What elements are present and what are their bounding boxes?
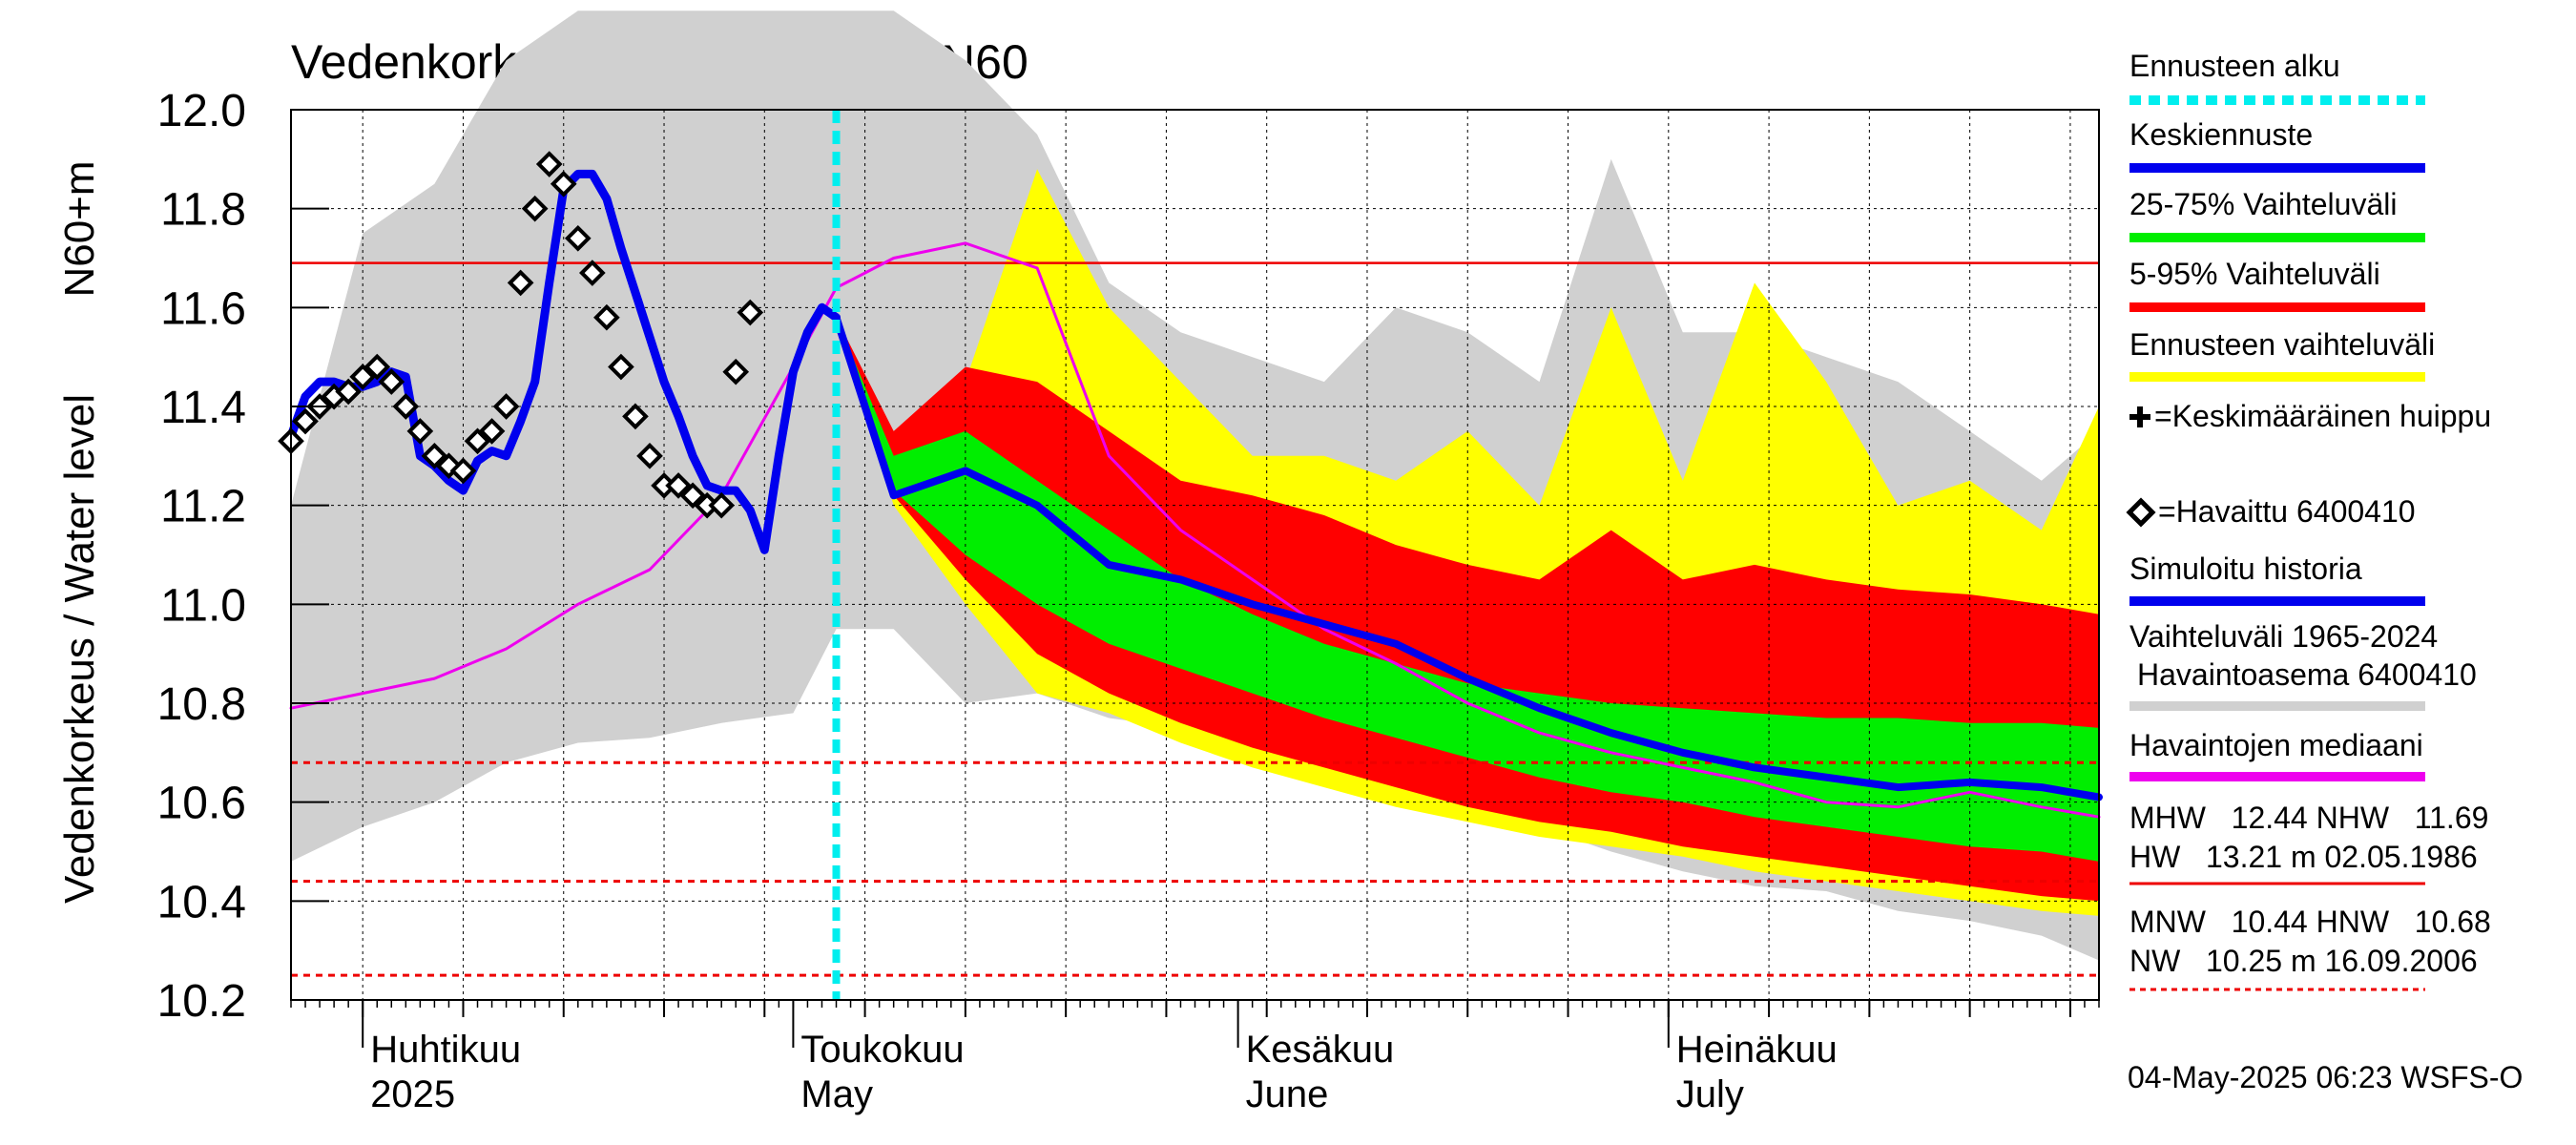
y-axis-label-main: Vedenkorkeus / Water level: [56, 394, 103, 904]
observed-marker: [608, 353, 634, 381]
month-label-en: July: [1676, 1073, 1744, 1115]
y-tick-label: 10.2: [157, 976, 246, 1027]
y-tick-label: 10.6: [157, 779, 246, 829]
observed-marker: [392, 393, 420, 420]
observed-marker: [593, 303, 620, 331]
observed-marker: [335, 378, 362, 406]
observed-marker: [492, 393, 520, 420]
observed-marker: [464, 427, 491, 455]
stats-line-2: HW 13.21 m 02.05.1986: [2129, 840, 2478, 874]
month-label-fi: Huhtikuu: [370, 1029, 521, 1071]
observed-marker: [507, 269, 534, 297]
month-label-fi: Heinäkuu: [1676, 1029, 1838, 1071]
observed-marker: [665, 472, 692, 499]
observed-marker: [364, 353, 391, 381]
legend-label: Ennusteen vaihteluväli: [2129, 327, 2435, 362]
timestamp: 04-May-2025 06:23 WSFS-O: [2128, 1060, 2523, 1094]
legend-plus-symbol: [2129, 406, 2150, 427]
observed-marker: [378, 368, 405, 395]
legend-label: Vaihteluväli 1965-2024: [2129, 619, 2438, 654]
y-axis-label-top: N60+m: [56, 160, 103, 297]
legend-diamond-symbol: [2126, 497, 2156, 528]
observed-marker: [737, 299, 764, 326]
observed-marker: [449, 457, 477, 485]
observed-marker: [708, 491, 736, 519]
legend-label: =Havaittu 6400410: [2158, 494, 2416, 529]
legend-label: 25-75% Vaihteluväli: [2129, 187, 2397, 221]
month-label-fi: Kesäkuu: [1246, 1029, 1395, 1071]
y-tick-label: 10.4: [157, 877, 246, 927]
observed-marker: [521, 195, 549, 222]
range-25-75-band: [836, 317, 2099, 862]
observed-marker: [679, 482, 706, 510]
legend-label: Simuloitu historia: [2129, 552, 2362, 586]
y-tick-label: 11.2: [160, 482, 246, 532]
legend: Ennusteen alku Keskiennuste 25-75% Vaihtel…: [2126, 49, 2491, 781]
observed-marker: [535, 151, 563, 177]
month-label-en: June: [1246, 1073, 1329, 1115]
month-label-en: May: [800, 1073, 873, 1115]
y-tick-label: 11.8: [160, 185, 246, 236]
observed-marker: [579, 260, 606, 286]
y-axis: 10.2 10.4 10.6 10.8 11.0 11.2 11.4 11.6 11.8 12.0: [157, 86, 329, 1027]
observed-marker: [636, 443, 663, 469]
stats-line-4: NW 10.25 m 16.09.2006: [2129, 944, 2478, 978]
observed-marker: [564, 224, 592, 252]
observed-marker: [550, 170, 577, 198]
stats-line-3: MNW 10.44 HNW 10.68: [2129, 905, 2491, 939]
observed-marker: [478, 418, 506, 445]
plot-area: [278, 10, 2103, 1001]
observed-markers: [278, 151, 764, 519]
observed-marker: [349, 364, 377, 390]
median-line: [289, 241, 2101, 819]
mean-forecast-line: [832, 313, 2103, 802]
y-tick-label: 11.6: [160, 283, 246, 334]
observed-marker: [421, 443, 448, 469]
y-tick-label: 12.0: [157, 86, 246, 136]
range-25-75-area: [836, 317, 2099, 862]
y-tick-label: 10.8: [157, 679, 246, 730]
grid: [291, 109, 2099, 1001]
observed-marker: [622, 403, 649, 430]
legend-label: Havaintojen mediaani: [2129, 728, 2423, 762]
legend-label: Keskiennuste: [2129, 117, 2313, 152]
y-tick-label: 11.4: [160, 383, 246, 433]
legend-label-wrap: Havaintoasema 6400410: [2137, 657, 2477, 692]
y-tick-label: 11.0: [160, 580, 246, 631]
month-label-fi: Toukokuu: [800, 1029, 964, 1071]
month-label-en: 2025: [370, 1073, 455, 1115]
stats-line-1: MHW 12.44 NHW 11.69: [2129, 801, 2488, 835]
legend-label: Ennusteen alku: [2129, 49, 2340, 83]
legend-label: 5-95% Vaihteluväli: [2129, 257, 2380, 291]
observed-marker: [722, 358, 750, 385]
observed-marker: [292, 407, 319, 435]
legend-label: =Keskimääräinen huippu: [2154, 399, 2491, 433]
observed-marker: [406, 418, 434, 445]
statistics-block: MHW 12.44 NHW 11.69 HW 13.21 m 02.05.198…: [2129, 801, 2491, 991]
